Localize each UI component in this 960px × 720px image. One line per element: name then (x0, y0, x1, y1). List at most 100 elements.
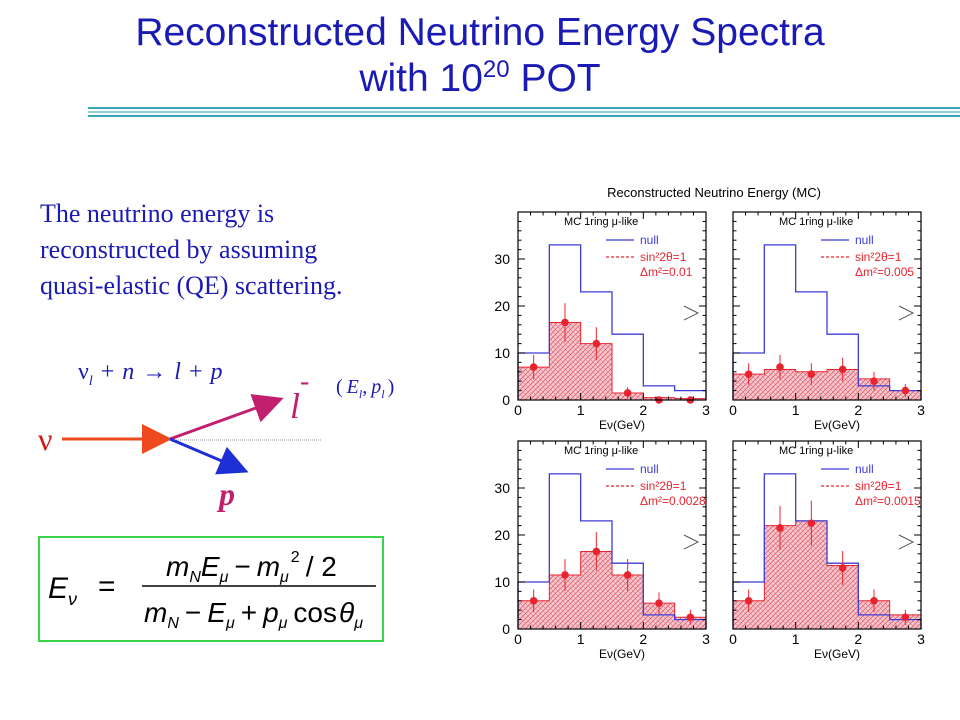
x-tick-label: 0 (514, 402, 522, 418)
kin-E: E (346, 376, 359, 398)
data-point (807, 519, 816, 528)
energy-spectra-chart: Reconstructed Neutrino Energy (MC) 0 1 2 30… (494, 185, 925, 661)
data-point (838, 365, 847, 374)
panel-label: MC 1ring μ-like (564, 445, 638, 457)
kin-p-sub: l (381, 387, 385, 401)
x-axis-label: Eν(GeV) (599, 647, 645, 661)
data-point (529, 597, 538, 605)
title-rule-3 (88, 115, 960, 117)
data-point (592, 339, 601, 348)
title-prefix: with 10 (359, 57, 483, 100)
x-tick-label: 1 (792, 631, 800, 647)
legend-sin-label: sin²2θ=1 (640, 250, 687, 264)
panel-label: MC 1ring μ-like (779, 445, 853, 457)
null-histogram (517, 473, 707, 629)
data-point (655, 599, 663, 607)
x-tick-label: 3 (917, 631, 925, 647)
data-point (776, 363, 784, 371)
x-tick-label: 0 (729, 402, 737, 418)
data-point (592, 547, 601, 556)
y-tick-label: 10 (494, 574, 510, 590)
data-point (561, 571, 569, 579)
kin-open: ( (336, 376, 343, 398)
kin-E-sub: l (359, 387, 363, 401)
y-tick-label: 20 (494, 527, 510, 543)
overflow-arrow-icon (683, 305, 700, 321)
energy-formula: Eν = mNEμ − mμ2/ 2 mN − Eμ + pμ cosθμ (48, 549, 376, 632)
data-point (838, 564, 847, 572)
panel-label: MC 1ring μ-like (779, 216, 853, 228)
legend-dm-label: Δm²=0.01 (640, 265, 693, 279)
kin-p: p (369, 376, 381, 398)
formula-lhs: Eν (48, 572, 77, 609)
intro-line-1: The neutrino energy is (40, 199, 275, 228)
data-point (744, 597, 753, 605)
title-rule-2 (88, 111, 960, 113)
data-point (529, 363, 538, 371)
scattering-diagram: νl + n → l + p (El, pl) ν l - p (38, 359, 394, 512)
x-tick-label: 0 (514, 631, 522, 647)
formula-numerator: mNEμ − mμ2/ 2 (166, 549, 337, 586)
y-tick-label: 30 (494, 480, 510, 496)
lepton-label: l (290, 386, 300, 426)
title-exponent: 20 (482, 56, 510, 83)
legend-sin-label: sin²2θ=1 (855, 250, 902, 264)
overflow-arrow-icon (898, 534, 915, 550)
title-line-2: with 1020 POT (0, 56, 960, 102)
lepton-kinematics: (El, pl) (336, 376, 394, 401)
data-point (776, 524, 784, 532)
legend-dm-label: Δm²=0.0015 (855, 494, 921, 508)
x-tick-label: 1 (577, 631, 585, 647)
y-tick-label: 20 (494, 298, 510, 314)
x-tick-label: 3 (702, 631, 710, 647)
x-tick-label: 1 (577, 402, 585, 418)
title-suffix: POT (509, 57, 601, 100)
title-rule-1 (88, 107, 960, 109)
overflow-arrow-icon (898, 305, 915, 321)
data-point (744, 370, 753, 378)
data-point (561, 318, 569, 327)
x-tick-label: 3 (917, 402, 925, 418)
data-point (623, 571, 632, 579)
x-axis-label: Eν(GeV) (599, 418, 645, 432)
data-point (870, 597, 878, 605)
osc-histogram (732, 368, 922, 401)
null-histogram (732, 244, 922, 400)
formula-equals: = (98, 570, 116, 603)
x-tick-label: 1 (792, 402, 800, 418)
data-point (901, 613, 910, 622)
null-histogram (732, 473, 922, 629)
data-point (686, 613, 695, 622)
y-tick-label: 30 (494, 251, 510, 267)
reaction-l: l (174, 359, 181, 385)
legend-dm-label: Δm²=0.0028 (640, 494, 706, 508)
y-tick-label: 10 (494, 345, 510, 361)
x-axis-label: Eν(GeV) (814, 647, 860, 661)
intro-line-3: quasi-elastic (QE) scattering. (40, 271, 343, 300)
reaction-n: n (122, 359, 134, 385)
reaction-plus-2: + (189, 359, 203, 385)
intro-line-2: reconstructed by assuming (40, 235, 318, 264)
lepton-charge: - (300, 366, 309, 397)
reaction-formula: νl + n → l + p (78, 359, 223, 389)
legend-null-label: null (640, 462, 659, 476)
title-line-1: Reconstructed Neutrino Energy Spectra (135, 11, 825, 54)
data-point (623, 389, 632, 397)
x-axis-label: Eν(GeV) (814, 418, 860, 432)
null-histogram (517, 244, 707, 400)
energy-formula-box: Eν = mNEμ − mμ2/ 2 mN − Eμ + pμ cosθμ (38, 536, 384, 642)
kin-comma: , (362, 376, 367, 398)
data-point (901, 386, 910, 395)
x-tick-label: 3 (702, 402, 710, 418)
slide-title: Reconstructed Neutrino Energy Spectra wi… (0, 10, 960, 102)
proton-arrow (169, 437, 249, 475)
reaction-nu-sub: l (89, 374, 93, 389)
x-tick-label: 2 (639, 631, 647, 647)
proton-label: p (216, 476, 235, 512)
y-tick-label: 0 (502, 621, 510, 637)
legend-sin-label: sin²2θ=1 (855, 479, 902, 493)
legend-dm-label: Δm²=0.005 (855, 265, 914, 279)
